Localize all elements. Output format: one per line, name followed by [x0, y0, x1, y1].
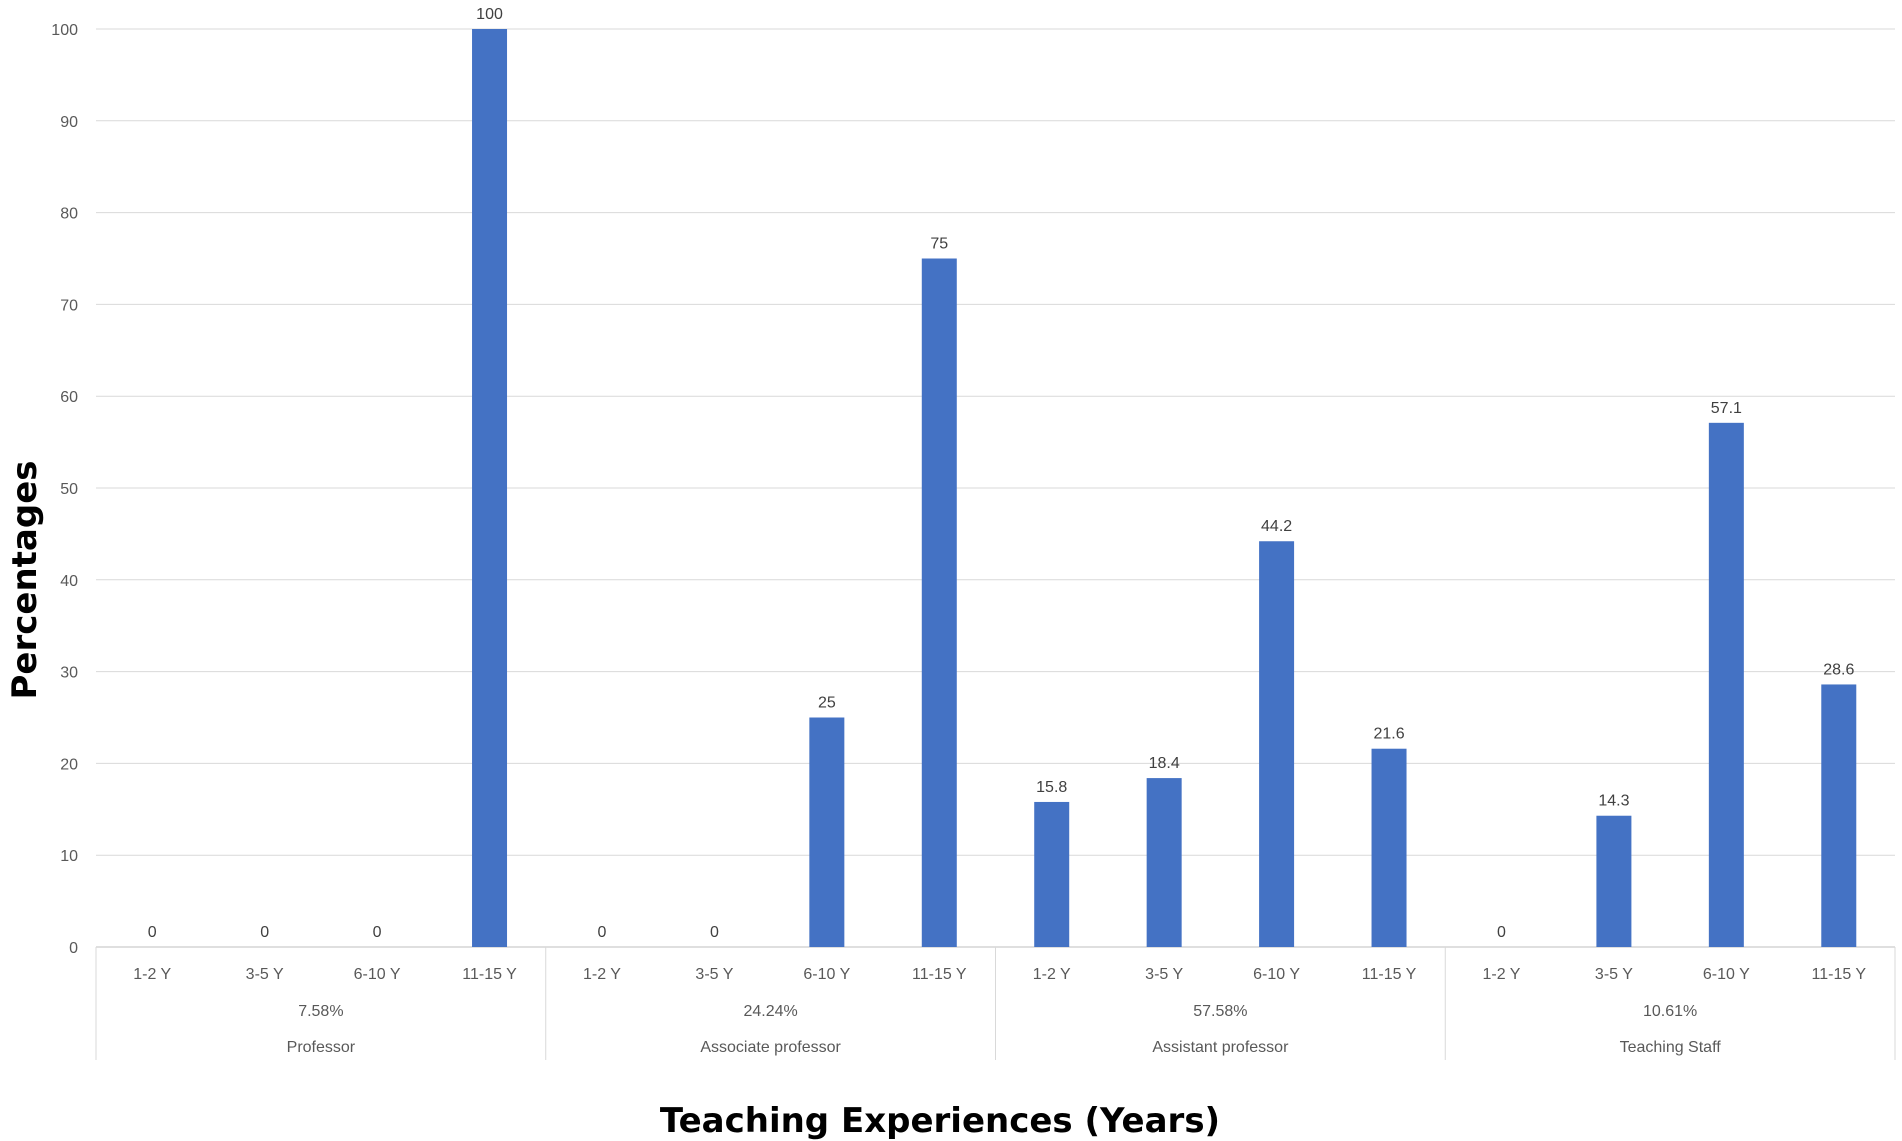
x-tick-label: 6-10 Y: [354, 966, 401, 983]
x-tick-label: 11-15 Y: [1812, 966, 1867, 983]
x-tick-label: 1-2 Y: [583, 966, 621, 983]
data-label: 0: [373, 924, 382, 941]
y-tick-label: 0: [69, 940, 78, 957]
x-tick-label: 1-2 Y: [1482, 966, 1520, 983]
data-label: 15.8: [1036, 779, 1067, 796]
y-axis-title: Percentages: [5, 461, 45, 700]
data-label: 0: [598, 924, 607, 941]
data-label: 57.1: [1711, 400, 1742, 417]
bar: [472, 29, 508, 947]
group-name-label: Associate professor: [700, 1039, 841, 1056]
data-label: 44.2: [1261, 518, 1292, 535]
bar: [1034, 801, 1070, 947]
gridlines: [96, 28, 1895, 948]
bar: [1146, 778, 1182, 947]
x-tick-label: 3-5 Y: [246, 966, 284, 983]
x-tick-label: 6-10 Y: [1703, 966, 1750, 983]
y-tick-label: 40: [60, 573, 78, 590]
x-tick-label: 6-10 Y: [1253, 966, 1300, 983]
bar: [809, 717, 845, 947]
group-share-label: 24.24%: [743, 1003, 797, 1020]
data-label: 18.4: [1149, 755, 1180, 772]
x-tick-label: 11-15 Y: [1362, 966, 1417, 983]
y-axis-ticks: 0 10 20 30 40 50 60 70 80 90 100: [51, 22, 78, 957]
group-share-label: 57.58%: [1193, 1003, 1247, 1020]
x-tick-label: 3-5 Y: [1145, 966, 1183, 983]
x-tick-label: 11-15 Y: [462, 966, 517, 983]
x-tick-label: 11-15 Y: [912, 966, 967, 983]
y-tick-label: 100: [51, 22, 78, 39]
y-tick-label: 30: [60, 665, 78, 682]
y-tick-label: 10: [60, 848, 78, 865]
x-axis: 1-2 Y 3-5 Y 6-10 Y 11-15 Y 7.58% Professor 1-2…: [95, 947, 1896, 1060]
data-label: 0: [148, 924, 157, 941]
group-name-label: Professor: [287, 1039, 356, 1056]
data-label: 100: [476, 6, 503, 23]
x-tick-label: 3-5 Y: [1595, 966, 1633, 983]
group-share-label: 10.61%: [1643, 1003, 1697, 1020]
data-label: 0: [710, 924, 719, 941]
group-name-label: Assistant professor: [1152, 1039, 1289, 1056]
data-label: 75: [930, 236, 948, 253]
bar: [1371, 748, 1407, 947]
x-tick-label: 6-10 Y: [803, 966, 850, 983]
x-tick-label: 3-5 Y: [695, 966, 733, 983]
y-tick-label: 20: [60, 756, 78, 773]
data-labels: 0 0 0 100 0 0 25 75 15.8 18.4 44.2 21.6 0 14.3 57.1 28.…: [148, 6, 1855, 941]
bar: [1708, 422, 1744, 947]
data-label: 21.6: [1373, 726, 1404, 743]
bars: [472, 29, 1857, 947]
y-tick-label: 70: [60, 297, 78, 314]
y-tick-label: 80: [60, 206, 78, 223]
data-label: 0: [1497, 924, 1506, 941]
data-label: 25: [818, 695, 836, 712]
bar: [1259, 541, 1295, 947]
group-share-label: 7.58%: [298, 1003, 343, 1020]
x-axis-title: Teaching Experiences (Years): [660, 1101, 1220, 1141]
data-label: 28.6: [1823, 661, 1854, 678]
x-tick-label: 1-2 Y: [1033, 966, 1071, 983]
y-tick-label: 90: [60, 114, 78, 131]
x-tick-label: 1-2 Y: [133, 966, 171, 983]
group-name-label: Teaching Staff: [1620, 1039, 1722, 1056]
bar: [921, 258, 957, 947]
y-tick-label: 60: [60, 389, 78, 406]
bar: [1596, 815, 1632, 947]
data-label: 0: [260, 924, 269, 941]
bar: [1821, 684, 1857, 947]
y-tick-label: 50: [60, 481, 78, 498]
data-label: 14.3: [1598, 793, 1629, 810]
